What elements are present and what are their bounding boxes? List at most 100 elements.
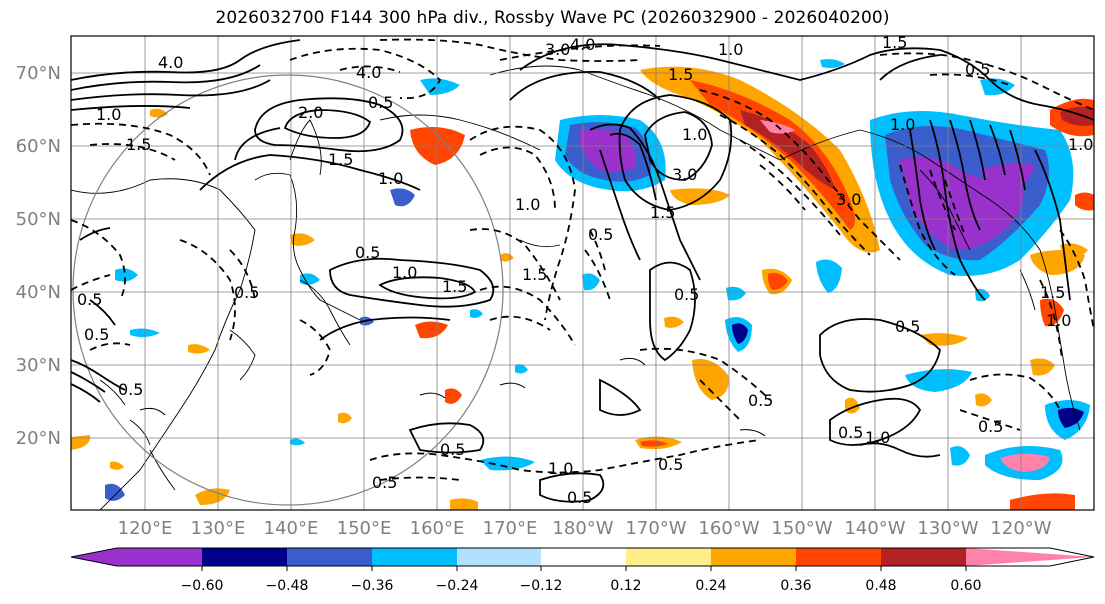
contour-label: 1.0	[96, 105, 121, 124]
contour-label: 0.5	[567, 488, 592, 507]
contour-label: 0.5	[84, 325, 109, 344]
contour-label: 1.0	[890, 115, 915, 134]
contour-label: 1.5	[668, 65, 693, 84]
longitude-labels: 120°E 130°E 140°E 150°E 160°E 170°E 180°…	[118, 518, 1052, 539]
contour-label: 1.0	[392, 263, 417, 282]
colorbar-ticks	[201, 566, 967, 571]
contour-label: 1.5	[522, 265, 547, 284]
colorbar-tick-label: −0.12	[520, 578, 563, 594]
contour-label: 0.5	[355, 243, 380, 262]
lon-label: 160°W	[698, 518, 759, 539]
contour-label: 1.5	[442, 277, 467, 296]
contour-label: 0.5	[588, 225, 613, 244]
contour-label: 0.5	[440, 440, 465, 459]
contour-label: 0.5	[118, 380, 143, 399]
contour-label: 1.0	[378, 169, 403, 188]
contour-label: 1.0	[865, 428, 890, 447]
colorbar-tick-label: 0.12	[610, 578, 641, 594]
contour-label: 0.5	[658, 455, 683, 474]
colorbar-segment	[202, 548, 287, 566]
colorbar-tick-label: −0.24	[436, 578, 479, 594]
lat-label-50n: 50°N	[16, 209, 61, 230]
lon-label: 120°E	[118, 518, 173, 539]
lon-label: 120°W	[990, 518, 1051, 539]
dashed-contours	[71, 38, 1094, 481]
lon-label: 140°W	[844, 518, 905, 539]
lat-label-40n: 40°N	[16, 282, 61, 303]
contour-label: 3.0	[545, 40, 570, 59]
contour-label: 1.0	[515, 195, 540, 214]
lon-label: 150°E	[337, 518, 392, 539]
contour-label: 0.5	[748, 391, 773, 410]
contour-label: 0.5	[234, 283, 259, 302]
colorbar-tick-label: −0.48	[266, 578, 309, 594]
map-frame	[70, 35, 1095, 511]
latitude-labels: 70°N 60°N 50°N 40°N 30°N 20°N	[16, 63, 61, 449]
contour-label: 3.0	[672, 165, 697, 184]
lon-label: 140°E	[264, 518, 319, 539]
contour-label: 2.0	[298, 103, 323, 122]
lon-label: 130°E	[191, 518, 246, 539]
lon-label: 180°W	[552, 518, 613, 539]
shaded-anomalies	[71, 59, 1094, 510]
colorbar-segment	[287, 548, 372, 566]
contour-label: 0.5	[77, 290, 102, 309]
contour-label: 0.5	[372, 473, 397, 492]
colorbar-segment	[117, 548, 202, 566]
contour-label: 0.5	[368, 93, 393, 112]
contour-label: 1.5	[126, 135, 151, 154]
lon-label: 170°W	[625, 518, 686, 539]
contour-label: 4.0	[356, 63, 381, 82]
contour-label: 1.0	[548, 459, 573, 478]
colorbar-segment	[881, 548, 966, 566]
contour-label: 1.5	[650, 203, 675, 222]
contour-label: 0.5	[674, 285, 699, 304]
lat-label-70n: 70°N	[16, 63, 61, 84]
contour-label: 0.5	[838, 423, 863, 442]
lon-label: 170°E	[483, 518, 538, 539]
plot-title: 2026032700 F144 300 hPa div., Rossby Wav…	[215, 8, 890, 28]
contour-label: 1.0	[1046, 311, 1071, 330]
contour-label: 1.0	[718, 40, 743, 59]
colorbar-segment	[541, 548, 626, 566]
contour-label: 4.0	[570, 35, 595, 54]
colorbar-tick-label: 0.60	[950, 578, 981, 594]
colorbar-segment	[711, 548, 796, 566]
colorbar-extend-right	[966, 548, 1094, 566]
map-area: 4.0 3.0 4.0 1.5 1.0 0.5 1.0 4.0 2.0 0.5 …	[71, 33, 1094, 510]
lat-label-60n: 60°N	[16, 136, 61, 157]
lon-label: 160°E	[410, 518, 465, 539]
colorbar-segment	[457, 548, 541, 566]
lat-label-20n: 20°N	[16, 428, 61, 449]
contour-label: 1.5	[328, 150, 353, 169]
colorbar-tick-labels: −0.60 −0.48 −0.36 −0.24 −0.12 0.12 0.24 …	[181, 578, 982, 594]
lon-label: 130°W	[917, 518, 978, 539]
colorbar-segment	[626, 548, 711, 566]
colorbar-tick-label: 0.36	[780, 578, 811, 594]
contour-label: 1.0	[1068, 135, 1093, 154]
colorbar-tick-label: 0.48	[865, 578, 896, 594]
contour-labels: 4.0 3.0 4.0 1.5 1.0 0.5 1.0 4.0 2.0 0.5 …	[77, 33, 1093, 507]
contour-label: 1.5	[1040, 283, 1065, 302]
colorbar-outline	[70, 547, 1095, 567]
contour-label: 1.5	[882, 33, 907, 52]
colorbar-segment	[796, 548, 881, 566]
contour-label: 0.5	[965, 60, 990, 79]
colorbar: −0.60 −0.48 −0.36 −0.24 −0.12 0.12 0.24 …	[70, 547, 1095, 594]
thin-contours	[139, 357, 766, 437]
lon-label: 150°W	[771, 518, 832, 539]
contour-label: 0.5	[978, 417, 1003, 436]
colorbar-extend-left	[71, 548, 117, 566]
colorbar-tick-label: −0.36	[351, 578, 394, 594]
contour-label: 3.0	[836, 190, 861, 209]
lat-label-30n: 30°N	[16, 355, 61, 376]
coastlines	[71, 65, 1081, 510]
colorbar-segment	[372, 548, 457, 566]
colorbar-tick-label: −0.60	[181, 578, 224, 594]
contour-label: 1.0	[682, 125, 707, 144]
contour-label: 0.5	[895, 317, 920, 336]
reference-circle	[72, 74, 504, 506]
contour-label: 4.0	[158, 53, 183, 72]
